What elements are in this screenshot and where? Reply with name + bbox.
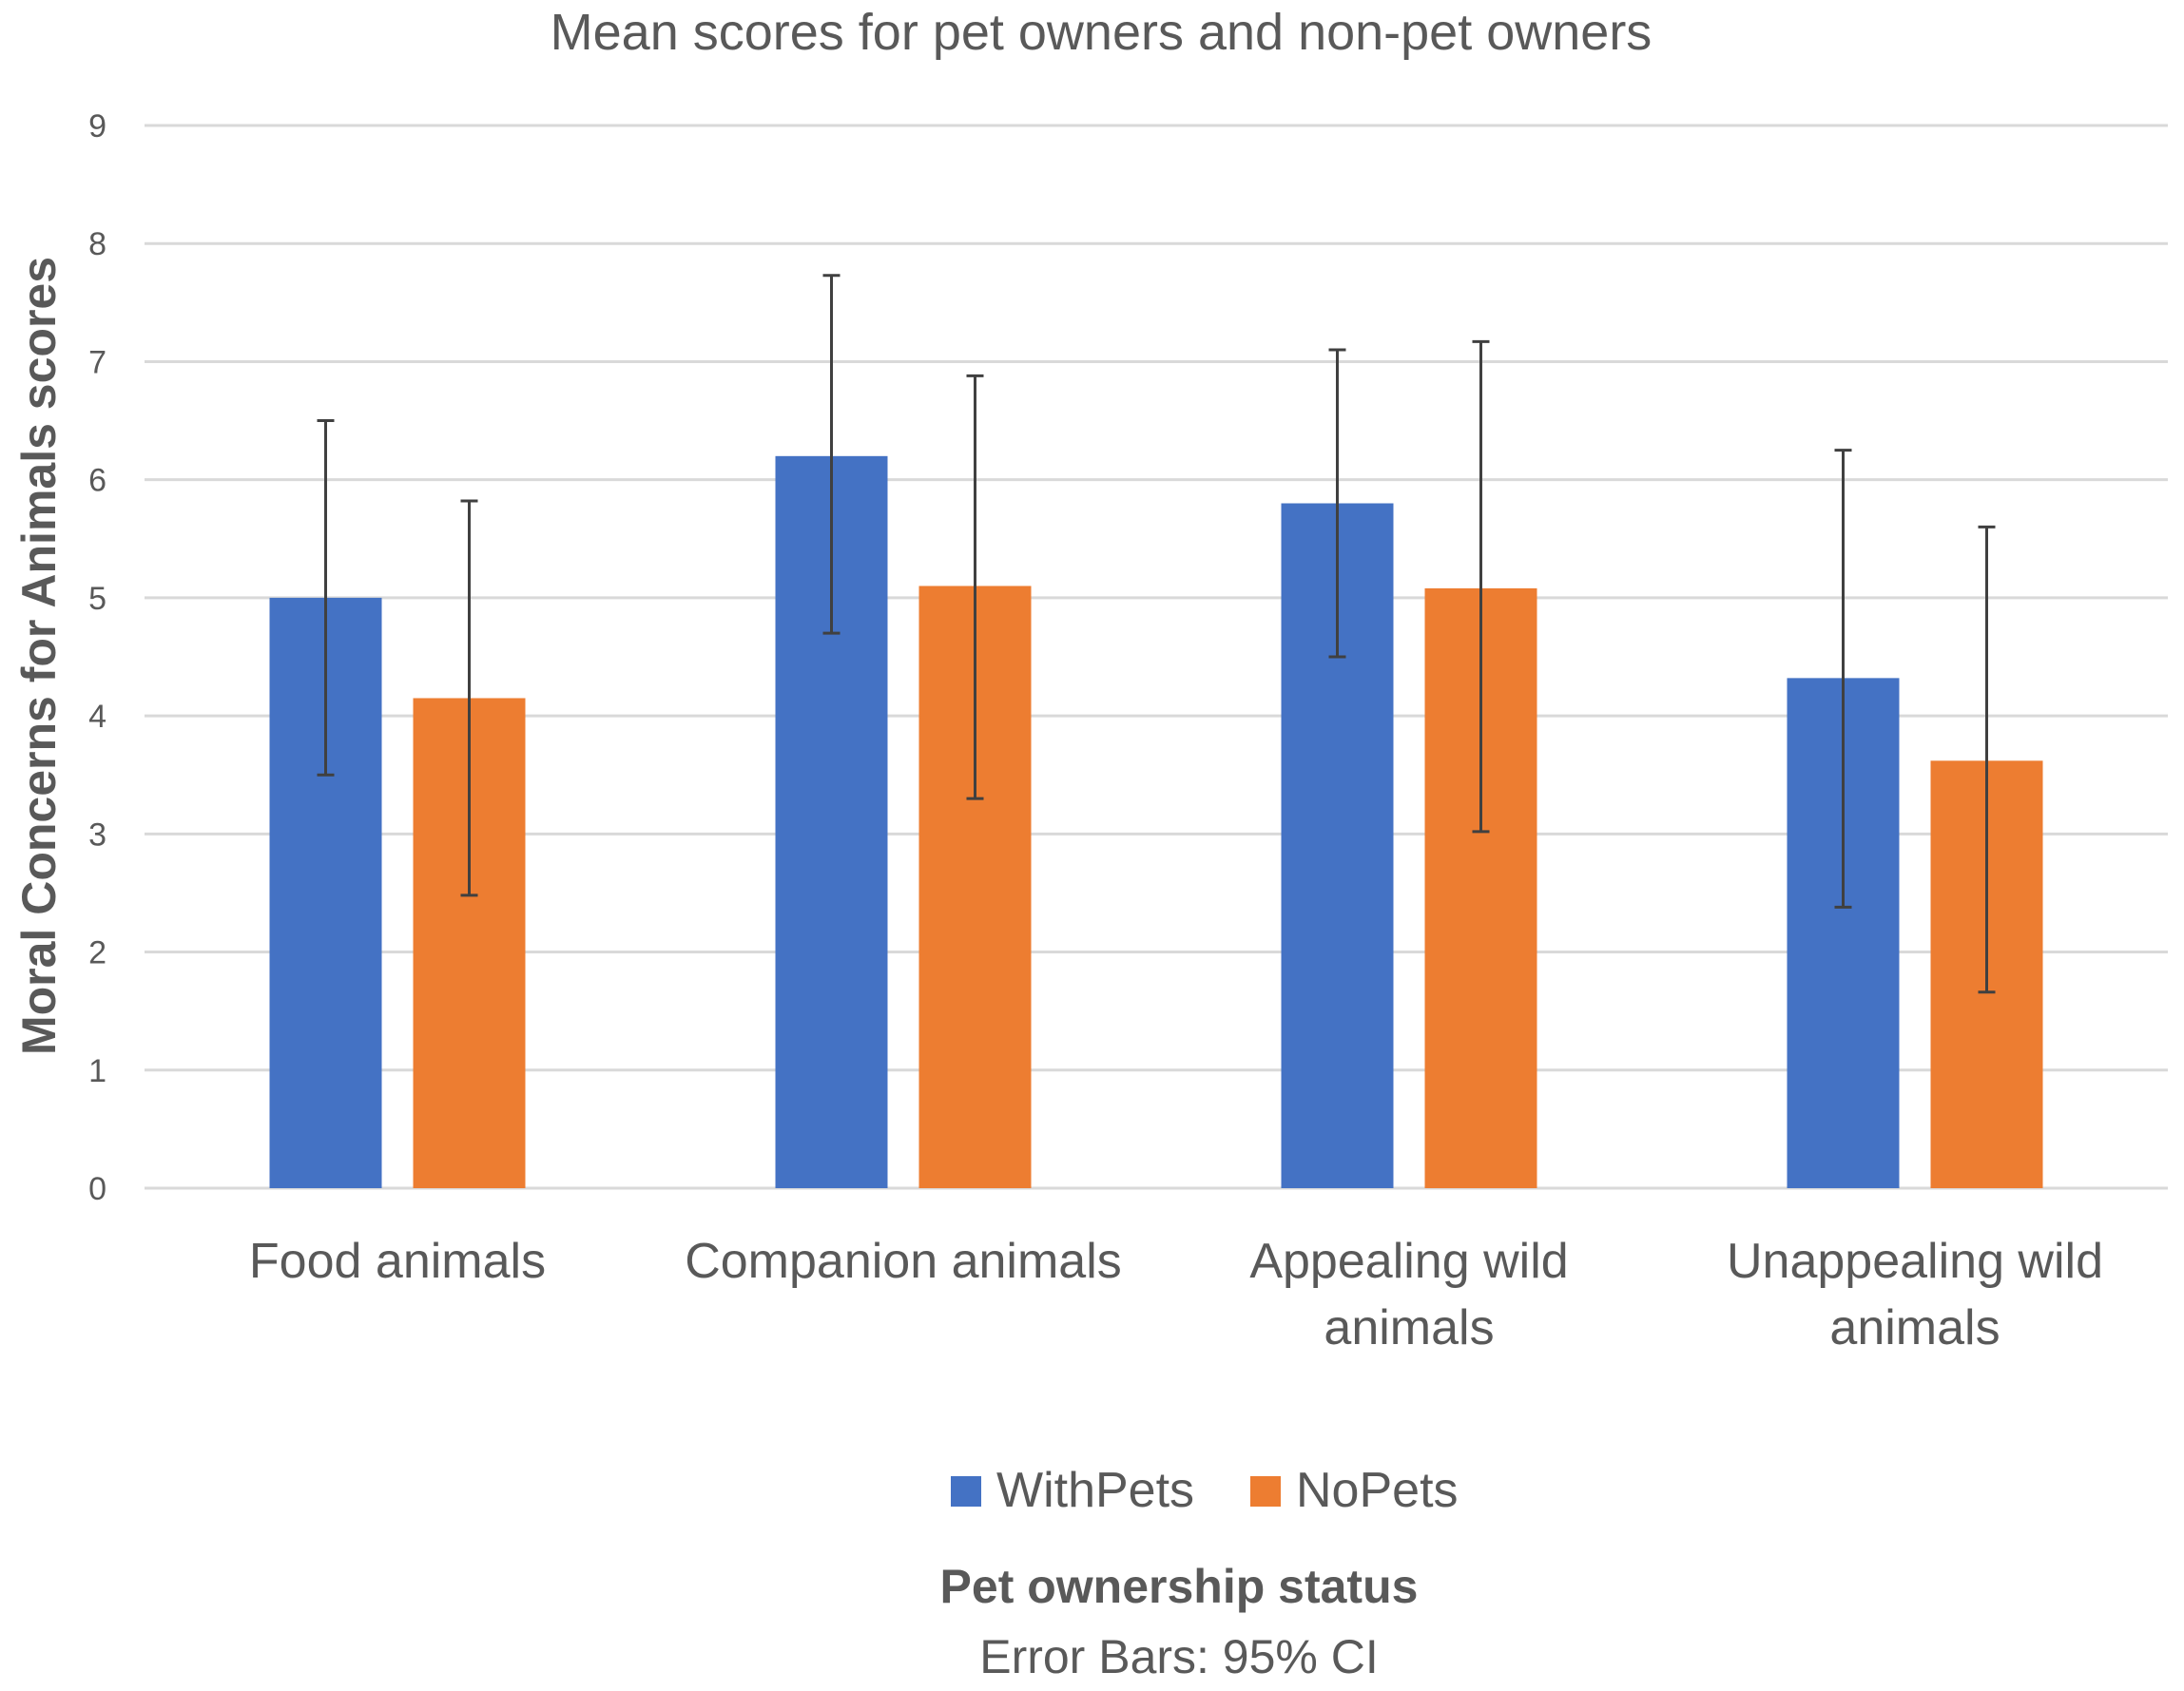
x-tick-label: Appealing wild animals	[1249, 1234, 1568, 1355]
y-tick-label: 1	[88, 1053, 106, 1089]
legend-label: WithPets	[996, 1463, 1194, 1518]
legend-item-withpets: WithPets	[951, 1463, 1194, 1518]
legend-swatch	[1250, 1476, 1281, 1507]
y-tick-label: 4	[88, 699, 106, 735]
error-bar	[460, 499, 478, 897]
x-tick-label: Unappealing wild animals	[1727, 1234, 2103, 1355]
y-axis-ticks: 0 1 2 3 4 5 6 7 8 9	[88, 108, 106, 1207]
error-bars	[317, 274, 1996, 994]
x-tick-label: Food animals	[249, 1234, 546, 1289]
error-bar	[822, 274, 841, 635]
legend: WithPets NoPets	[951, 1463, 1459, 1518]
legend-label: NoPets	[1296, 1463, 1459, 1518]
chart-title: Mean scores for pet owners and non-pet o…	[551, 4, 1652, 61]
y-tick-label: 5	[88, 581, 106, 617]
error-bar-note: Error Bars: 95% CI	[979, 1630, 1379, 1683]
error-bar	[1472, 339, 1490, 834]
y-tick-label: 7	[88, 344, 106, 380]
x-tick-label: Companion animals	[685, 1234, 1122, 1289]
y-tick-label: 0	[88, 1171, 106, 1207]
y-tick-label: 9	[88, 108, 106, 144]
error-bar	[1328, 348, 1346, 659]
error-bar	[1978, 525, 1996, 994]
error-bar	[317, 419, 335, 777]
error-bar	[966, 374, 984, 800]
y-axis-label: Moral Concerns for Animals scores	[12, 257, 66, 1055]
y-tick-label: 6	[88, 463, 106, 499]
x-axis-ticks: Food animals Companion animals Appealing w…	[249, 1234, 2103, 1355]
error-bar	[1834, 449, 1852, 909]
legend-item-nopets: NoPets	[1250, 1463, 1459, 1518]
bars	[269, 455, 2043, 1188]
legend-swatch	[951, 1476, 981, 1507]
y-tick-label: 3	[88, 817, 106, 853]
y-tick-label: 2	[88, 935, 106, 971]
x-axis-label: Pet ownership status	[940, 1560, 1419, 1613]
y-tick-label: 8	[88, 226, 106, 262]
